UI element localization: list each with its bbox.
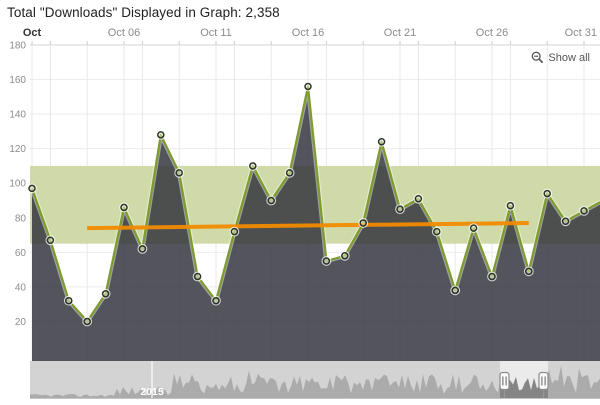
- data-point-halo: [27, 183, 37, 194]
- data-point-marker[interactable]: [322, 257, 331, 265]
- data-point-halo: [284, 167, 295, 178]
- data-point-halo: [542, 188, 553, 199]
- data-point-halo: [100, 288, 111, 299]
- data-point-marker[interactable]: [230, 227, 239, 236]
- data-point-halo: [431, 226, 442, 237]
- x-axis-label: Oct 06: [108, 27, 140, 39]
- data-point-halo: [376, 136, 387, 147]
- y-axis-label: 160: [9, 75, 26, 86]
- data-point-marker[interactable]: [138, 245, 147, 253]
- data-point-marker[interactable]: [414, 195, 423, 203]
- data-point-marker[interactable]: [285, 169, 294, 177]
- show-all-label: Show all: [548, 51, 590, 64]
- show-all-button[interactable]: Show all: [531, 51, 590, 64]
- x-axis-label: Oct 16: [292, 27, 324, 39]
- y-axis-label: 140: [9, 110, 26, 121]
- data-point-marker[interactable]: [341, 252, 349, 260]
- data-point-halo: [395, 204, 405, 215]
- data-point-marker[interactable]: [469, 224, 478, 232]
- data-point-halo: [358, 218, 369, 228]
- navigator-year-label: 2015: [140, 386, 164, 398]
- zoom-out-icon: [532, 51, 544, 64]
- data-point-marker[interactable]: [433, 227, 441, 236]
- x-axis-label: Oct 26: [476, 27, 508, 39]
- data-point-halo: [247, 161, 258, 171]
- y-axis-label: 20: [15, 317, 27, 328]
- data-point-marker[interactable]: [396, 205, 404, 213]
- data-point-halo: [229, 226, 240, 237]
- navigator-right-handle[interactable]: [538, 371, 549, 391]
- navigator-left-handle[interactable]: [499, 371, 510, 391]
- x-axis-label: Oct: [23, 27, 42, 39]
- y-axis-label: 120: [9, 144, 26, 155]
- data-point-marker[interactable]: [175, 169, 183, 177]
- data-point-marker[interactable]: [543, 189, 551, 198]
- y-axis-label: 180: [9, 41, 26, 52]
- y-axis-label: 80: [15, 213, 27, 224]
- data-point-halo: [321, 256, 332, 266]
- data-point-halo: [523, 266, 534, 277]
- data-point-halo: [487, 271, 497, 282]
- data-point-halo: [560, 216, 571, 227]
- data-point-halo: [45, 235, 56, 246]
- data-point-marker[interactable]: [506, 201, 515, 210]
- data-point-marker[interactable]: [157, 131, 165, 139]
- x-axis-label: Oct 31: [565, 27, 597, 39]
- data-point-marker[interactable]: [267, 196, 275, 205]
- data-point-marker[interactable]: [377, 138, 386, 146]
- data-point-halo: [174, 167, 185, 178]
- data-point-marker[interactable]: [28, 184, 36, 193]
- data-point-marker[interactable]: [304, 82, 312, 91]
- y-axis-label: 40: [15, 282, 27, 293]
- data-point-marker[interactable]: [83, 317, 91, 326]
- data-point-marker[interactable]: [101, 290, 110, 298]
- data-point-marker[interactable]: [120, 203, 128, 212]
- data-point-marker[interactable]: [580, 207, 588, 215]
- data-point-halo: [579, 205, 589, 216]
- data-point-marker[interactable]: [451, 286, 459, 295]
- navigator-series-silhouette: [30, 365, 600, 398]
- data-point-halo: [450, 285, 461, 296]
- data-point-marker[interactable]: [212, 296, 220, 305]
- data-point-marker[interactable]: [488, 272, 496, 281]
- data-point-marker[interactable]: [561, 217, 570, 225]
- data-point-halo: [339, 250, 350, 261]
- data-point-halo: [119, 202, 129, 213]
- data-point-halo: [303, 81, 313, 92]
- data-point-halo: [63, 295, 74, 306]
- data-point-marker[interactable]: [46, 236, 55, 244]
- trend-line: [87, 220, 529, 231]
- y-axis-label: 60: [15, 248, 27, 259]
- data-point-marker[interactable]: [359, 219, 367, 227]
- data-point-halo: [155, 129, 166, 140]
- data-point-marker[interactable]: [249, 162, 257, 170]
- data-point-marker[interactable]: [65, 296, 73, 305]
- data-point-marker[interactable]: [525, 267, 533, 276]
- data-point-halo: [468, 223, 479, 234]
- data-point-halo: [211, 295, 221, 306]
- x-axis-label: Oct 11: [200, 27, 232, 39]
- downloads-line: [30, 85, 600, 323]
- data-point-halo: [137, 243, 148, 254]
- data-point-halo: [192, 271, 203, 282]
- chart-total-title: Total "Downloads" Displayed in Graph: 2,…: [7, 5, 280, 20]
- data-point-halo: [82, 316, 93, 327]
- data-point-halo: [413, 193, 424, 204]
- data-point-marker[interactable]: [193, 272, 202, 281]
- data-point-halo: [505, 200, 516, 211]
- y-axis-label: 100: [9, 179, 26, 190]
- x-axis-label: Oct 21: [384, 27, 416, 39]
- data-point-halo: [266, 195, 277, 206]
